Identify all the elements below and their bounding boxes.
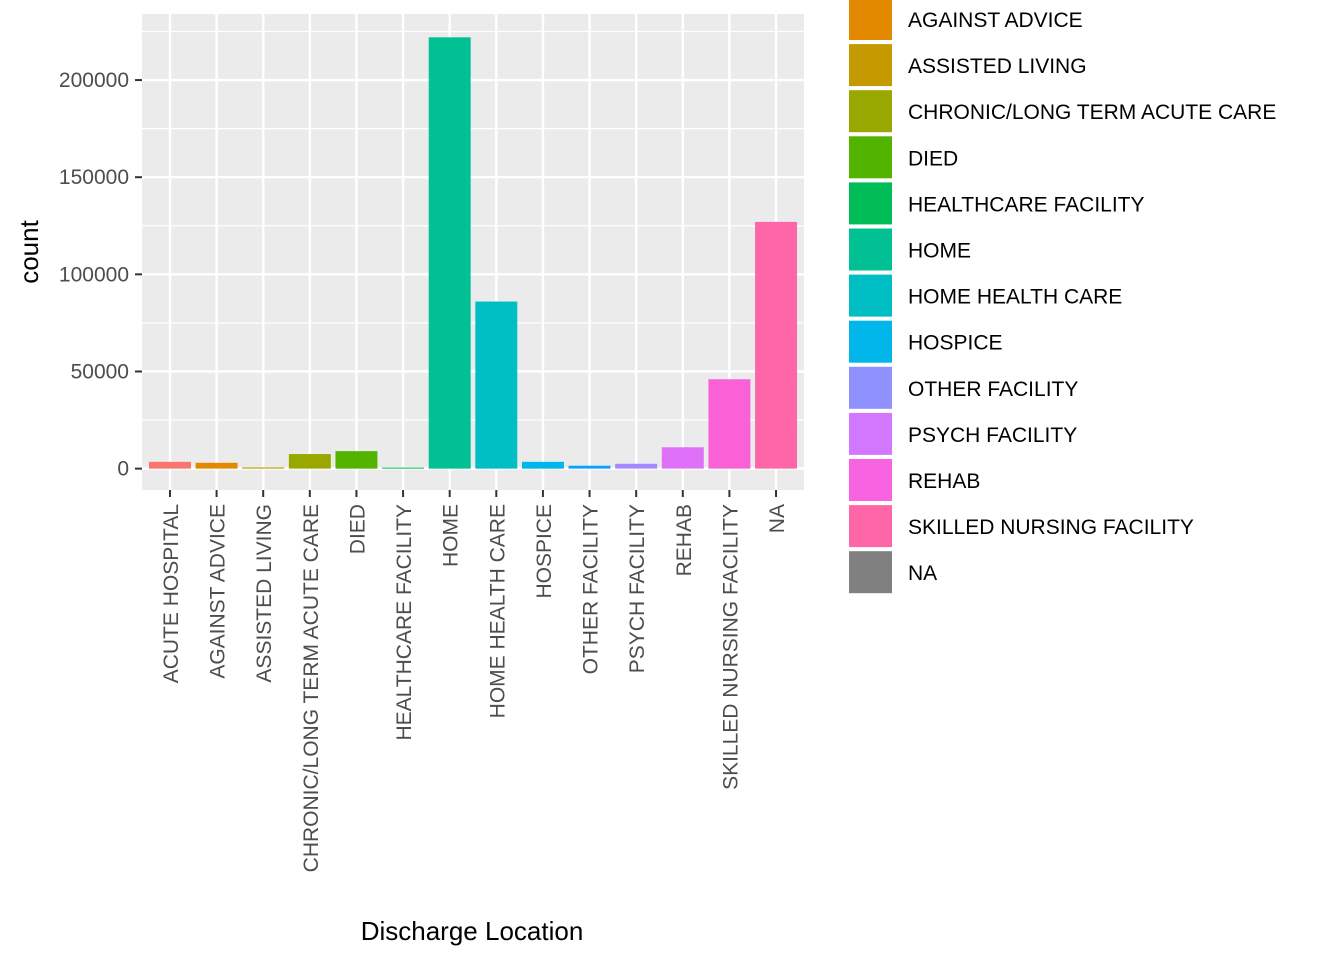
bar [148, 461, 191, 469]
x-tick-label: OTHER FACILITY [580, 504, 603, 674]
x-tick-label: HOME [440, 504, 463, 567]
bar [521, 461, 564, 469]
legend-label: ASSISTED LIVING [908, 55, 1087, 78]
bar [615, 463, 658, 469]
bar [242, 467, 285, 469]
legend-label: OTHER FACILITY [908, 378, 1078, 401]
legend-label: HEALTHCARE FACILITY [908, 193, 1145, 216]
x-tick-label: HEALTHCARE FACILITY [393, 504, 416, 741]
y-tick-label: 0 [117, 458, 129, 481]
legend-label: PSYCH FACILITY [908, 424, 1077, 447]
legend: AGAINST ADVICE ASSISTED LIVING CHRONIC/LON… [849, 0, 1276, 594]
bar [428, 37, 471, 469]
x-tick-label: SKILLED NURSING FACILITY [719, 504, 742, 790]
legend-label: CHRONIC/LONG TERM ACUTE CARE [908, 101, 1276, 124]
bar [568, 465, 611, 469]
bar [755, 221, 798, 469]
y-tick-label: 150000 [59, 166, 129, 189]
legend-key [849, 228, 892, 271]
legend-key [849, 44, 892, 87]
legend-label: REHAB [908, 470, 980, 493]
legend-key [849, 136, 892, 179]
bar [335, 451, 378, 469]
legend-key [849, 366, 892, 409]
legend-label: DIED [908, 147, 958, 170]
legend-key [849, 320, 892, 363]
x-tick-label: CHRONIC/LONG TERM ACUTE CARE [300, 504, 323, 872]
x-tick-label: HOME HEALTH CARE [486, 504, 509, 718]
y-tick-label: 50000 [71, 360, 129, 383]
y-axis: 0 50000 100000 150000 200000 [59, 69, 142, 481]
bar [382, 467, 425, 469]
plot-panel [142, 14, 804, 490]
legend-key [849, 274, 892, 317]
legend-label: HOSPICE [908, 332, 1003, 355]
legend-label: AGAINST ADVICE [908, 9, 1083, 32]
minor-gridlines [142, 30, 804, 421]
legend-key [849, 505, 892, 548]
x-tick-label: DIED [346, 504, 369, 554]
legend-key [849, 551, 892, 594]
x-tick-label: AGAINST ADVICE [207, 504, 230, 679]
legend-key [849, 182, 892, 225]
bar [195, 462, 238, 469]
legend-key [849, 0, 892, 40]
bar [708, 379, 751, 469]
x-axis-title: Discharge Location [361, 916, 584, 946]
bar [475, 301, 518, 469]
legend-key [849, 412, 892, 455]
x-tick-label: PSYCH FACILITY [626, 504, 649, 673]
x-tick-label: ACUTE HOSPITAL [160, 504, 183, 683]
x-axis: ACUTE HOSPITAL AGAINST ADVICE ASSISTED LIV… [160, 490, 789, 872]
y-axis-title: count [14, 219, 44, 283]
x-tick-label: REHAB [673, 504, 696, 576]
legend-label: SKILLED NURSING FACILITY [908, 516, 1194, 539]
legend-label: HOME [908, 240, 971, 263]
bars [148, 37, 798, 469]
legend-label: HOME HEALTH CARE [908, 286, 1122, 309]
bar [288, 454, 331, 469]
x-tick-label: HOSPICE [533, 504, 556, 599]
y-tick-label: 200000 [59, 69, 129, 92]
x-tick-label: ASSISTED LIVING [253, 504, 276, 683]
legend-label: NA [908, 562, 937, 585]
bar [661, 447, 704, 469]
x-tick-label: NA [766, 504, 789, 533]
legend-key [849, 459, 892, 501]
y-tick-label: 100000 [59, 263, 129, 286]
legend-key [849, 90, 892, 133]
